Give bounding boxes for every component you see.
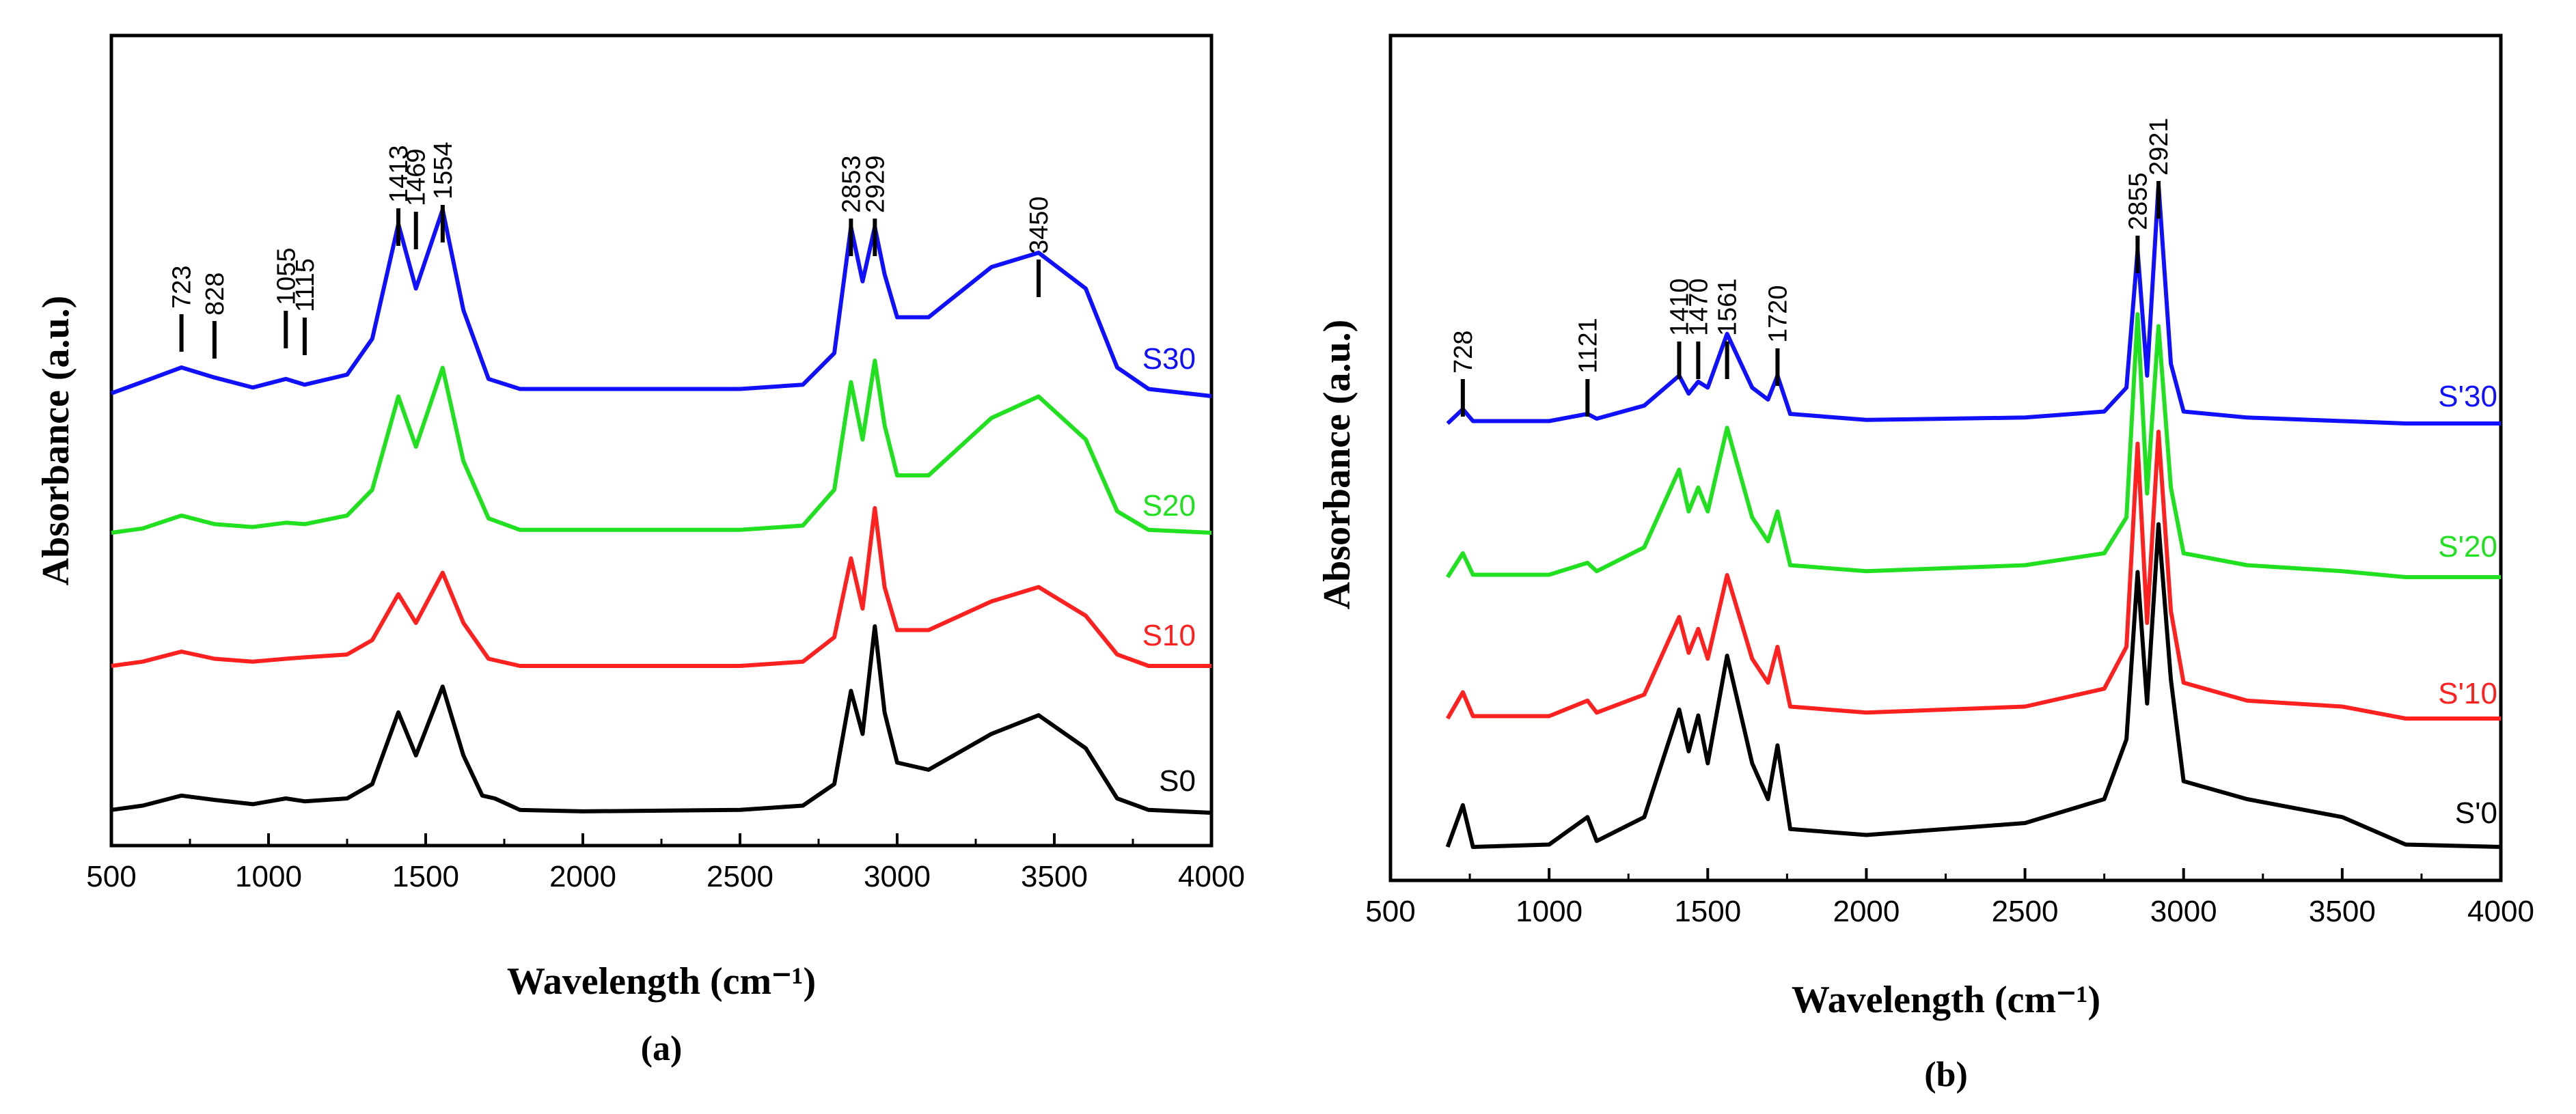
peak-label: 1121	[1574, 318, 1602, 374]
peak-label: 1720	[1764, 285, 1792, 343]
panel-a-y-axis-title: Absorbance (a.u.)	[35, 296, 77, 586]
panel-a-chart: 500 1000 1500 2000 2500 3000 3500 4000 S0 S10 S20…	[35, 33, 1245, 1068]
peak-label: 1554	[429, 141, 458, 199]
series-line-s0	[111, 624, 1212, 815]
peak-label: 1055	[272, 247, 301, 305]
panel-b-plot-frame	[1388, 33, 2503, 882]
series-label-s0: S0	[1159, 764, 1196, 798]
peak-label: 828	[201, 273, 230, 316]
x-tick-label: 4000	[2467, 895, 2534, 928]
series-line-sp0	[1445, 522, 2502, 849]
series-line-s20	[111, 359, 1212, 535]
x-tick-label: 2000	[549, 860, 616, 893]
series-label-s20: S20	[1142, 489, 1196, 523]
x-tick-label: 4000	[1178, 860, 1245, 893]
panel-a-series: S0 S10 S20 S30	[110, 208, 1212, 815]
peak-label: 2921	[2145, 117, 2174, 176]
series-label-sp20: S'20	[2438, 530, 2497, 563]
panel-b-series: S'0 S'10 S'20 S'30	[1445, 182, 2502, 849]
x-tick-label: 1000	[1516, 895, 1582, 928]
peak-label: 723	[168, 266, 197, 309]
panel-b-chart: 500 1000 1500 2000 2500 3000 3500 4000 S'0S'10S…	[1316, 33, 2534, 1094]
panel-b-label: (b)	[1924, 1055, 1968, 1094]
series-label-s10: S10	[1142, 619, 1196, 652]
x-tick-label: 1000	[235, 860, 302, 893]
series-line-sp10	[1446, 430, 2501, 721]
series-label-sp0: S'0	[2455, 796, 2497, 830]
series-line-s10	[111, 506, 1211, 668]
panel-a-x-ticks: 500 1000 1500 2000 2500 3000 3500 4000	[86, 833, 1245, 893]
series-label-s30: S30	[1142, 342, 1196, 376]
series-label-sp10: S'10	[2438, 677, 2497, 710]
peak-label: 1470	[1684, 278, 1713, 336]
panel-a-label: (a)	[641, 1029, 683, 1068]
panel-b-x-axis-title: Wavelength (cm⁻¹)	[1792, 979, 2100, 1021]
peak-label: 728	[1449, 331, 1478, 374]
x-tick-label: 1500	[1674, 895, 1741, 928]
panel-a-plot-frame	[109, 33, 1214, 848]
x-tick-label: 500	[1365, 895, 1415, 928]
peak-label: 2855	[2124, 172, 2152, 230]
x-tick-label: 2500	[1992, 895, 2059, 928]
x-tick-label: 2000	[1833, 895, 1900, 928]
x-tick-label: 500	[86, 860, 136, 893]
peak-label: 1469	[402, 148, 431, 206]
x-tick-label: 3000	[2150, 895, 2217, 928]
x-tick-label: 2500	[707, 860, 773, 893]
x-tick-label: 3500	[2309, 895, 2376, 928]
peak-label: 1410	[1666, 278, 1695, 336]
series-line-sp20	[1446, 312, 2501, 579]
peak-label: 1115	[291, 258, 320, 312]
peak-label: 2853	[837, 155, 866, 213]
peak-label: 3450	[1025, 196, 1054, 254]
panel-b-x-ticks: 500 1000 1500 2000 2500 3000 3500 4000	[1365, 868, 2534, 928]
series-line-s30	[110, 208, 1212, 398]
series-line-sp30	[1446, 182, 2501, 426]
x-tick-label: 1500	[392, 860, 459, 893]
x-tick-label: 3500	[1021, 860, 1088, 893]
peak-label: 2929	[861, 155, 890, 213]
panel-b-y-axis-title: Absorbance (a.u.)	[1316, 320, 1358, 610]
x-tick-label: 3000	[864, 860, 931, 893]
peak-label: 1561	[1714, 278, 1742, 336]
series-label-sp30: S'30	[2438, 380, 2497, 413]
peak-label: 1413	[385, 145, 413, 203]
panel-a-x-axis-title: Wavelength (cm⁻¹)	[507, 960, 816, 1003]
